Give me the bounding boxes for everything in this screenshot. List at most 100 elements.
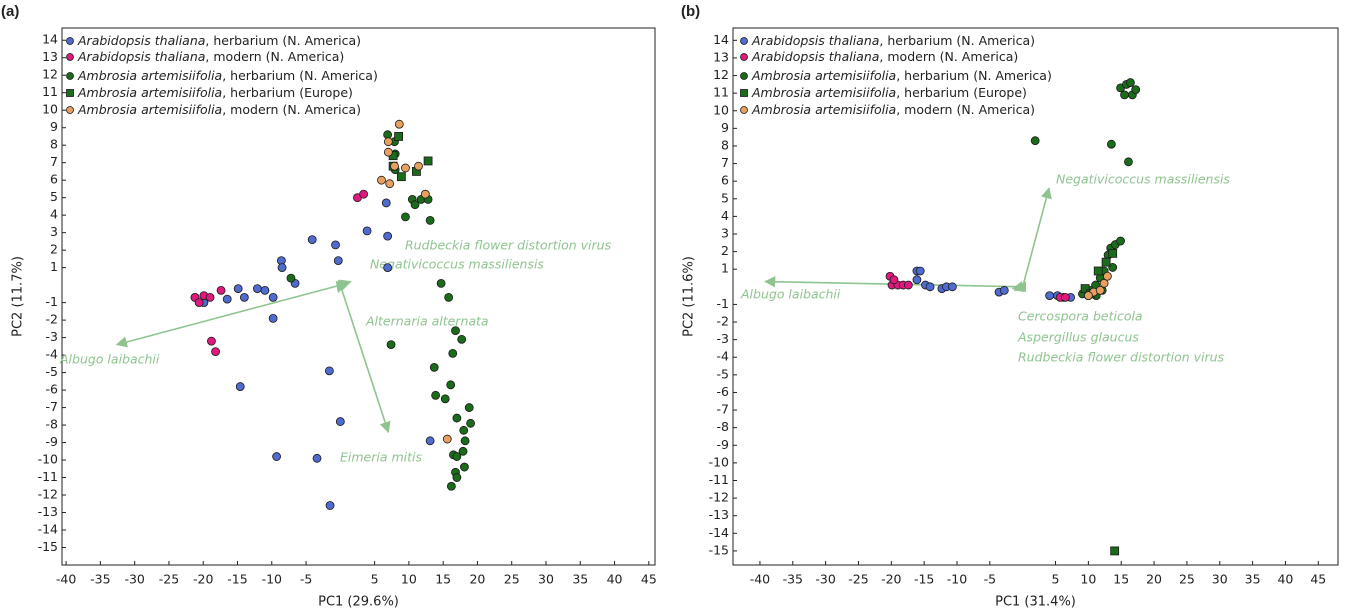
y-tick-label: -9	[46, 434, 59, 449]
point	[451, 326, 460, 336]
point	[385, 179, 395, 189]
y-tick-label: -10	[38, 452, 58, 467]
point	[425, 436, 435, 446]
y-tick-label: -5	[717, 366, 729, 381]
x-tick-label: 15	[1113, 572, 1129, 587]
x-tick-label: 25	[1179, 572, 1195, 587]
y-tick-label: 4	[721, 208, 729, 223]
x-tick-label: 20	[469, 572, 485, 587]
x-tick-label: -10	[947, 572, 967, 587]
point	[216, 285, 226, 295]
y-tick-label: -15	[38, 539, 58, 554]
point	[324, 366, 334, 376]
point	[1120, 90, 1129, 100]
legend-label: Arabidopsis thaliana, herbarium (N. Amer…	[751, 33, 1035, 48]
legend-label: Ambrosia artemisiifolia, modern (N. Amer…	[77, 102, 361, 117]
point	[286, 273, 296, 283]
y-tick-label: -14	[38, 522, 58, 537]
x-tick-label: -35	[783, 572, 803, 587]
legend-marker	[66, 89, 74, 97]
point	[312, 453, 322, 463]
y-tick-label: 6	[721, 173, 729, 188]
point	[277, 263, 287, 273]
y-tick-label: 1	[721, 261, 729, 276]
legend-marker	[66, 72, 74, 80]
y-tick-label: -14	[709, 525, 729, 540]
point	[1045, 291, 1055, 301]
x-tick-label: 40	[607, 572, 623, 587]
plot-frame	[61, 27, 656, 566]
point	[390, 161, 399, 171]
point	[1108, 263, 1118, 272]
x-tick-label: -20	[881, 572, 901, 587]
x-tick-label: 30	[538, 572, 554, 587]
point	[222, 294, 232, 304]
arrow-label: Negativicoccus massiliensis	[370, 257, 544, 272]
y-tick-label: 6	[50, 172, 58, 187]
y-tick-label: 14	[713, 32, 729, 47]
y-tick-label: 12	[713, 67, 729, 82]
legend-label: Ambrosia artemisiifolia, modern (N. Amer…	[751, 102, 1035, 117]
y-tick-label: -11	[38, 469, 58, 484]
y-tick-label: 1	[50, 259, 58, 274]
loading-arrow	[339, 284, 391, 434]
point	[401, 212, 410, 222]
point	[383, 231, 393, 241]
y-tick-label: -6	[717, 384, 730, 399]
x-tick-label: 35	[1245, 572, 1261, 587]
x-tick-label: -30	[815, 572, 835, 587]
point	[362, 226, 372, 236]
point	[1095, 285, 1105, 295]
point	[383, 137, 393, 147]
y-tick-label: -13	[709, 507, 729, 522]
arrow-label: Eimeria mitis	[340, 450, 423, 465]
point	[425, 216, 435, 225]
point	[394, 119, 404, 129]
point	[233, 284, 243, 294]
point	[335, 417, 345, 426]
point	[431, 390, 441, 400]
legend-marker	[740, 53, 748, 61]
arrow-label: Cercospora beticola	[1018, 309, 1143, 324]
y-tick-label: -8	[46, 417, 59, 432]
legend-label: Arabidopsis thaliana, modern (N. America…	[751, 49, 1018, 64]
y-tick-label: 13	[42, 49, 58, 64]
x-tick-label: 25	[504, 572, 520, 587]
y-tick-label: 11	[42, 84, 58, 99]
x-tick-label: -15	[914, 572, 934, 587]
point	[457, 334, 467, 344]
point	[205, 292, 215, 302]
legend-marker	[740, 37, 748, 45]
point	[239, 292, 249, 302]
y-axis-label: PC2 (11.7%)	[11, 256, 26, 337]
x-tick-label: 40	[1277, 572, 1293, 587]
y-axis-label: PC2 (11.6%)	[682, 256, 697, 337]
y-tick-label: -1	[46, 294, 58, 309]
point	[331, 240, 340, 250]
y-tick-label: -2	[46, 312, 58, 327]
y-tick-label: 14	[42, 32, 58, 47]
point	[429, 362, 439, 372]
point	[401, 163, 410, 173]
y-tick-label: -4	[717, 349, 730, 364]
point	[272, 452, 281, 461]
x-tick-label: -40	[56, 572, 76, 587]
x-tick-label: -40	[750, 572, 770, 587]
point	[1080, 284, 1090, 293]
point	[466, 418, 475, 428]
x-tick-label: 5	[1052, 572, 1060, 587]
y-tick-label: 2	[721, 243, 729, 258]
arrow-label: Rudbeckia flower distortion virus	[405, 238, 612, 253]
y-tick-label: 10	[713, 102, 729, 117]
y-tick-label: -12	[709, 490, 729, 505]
y-tick-label: 12	[42, 67, 58, 82]
point	[446, 481, 456, 491]
y-tick-label: -12	[38, 487, 58, 502]
x-tick-label: -25	[848, 572, 868, 587]
y-tick-label: -2	[717, 314, 729, 329]
legend-label: Ambrosia artemisiifolia, herbarium (N. A…	[77, 68, 378, 83]
loading-arrow	[115, 284, 341, 348]
y-tick-label: 3	[721, 225, 729, 240]
point	[1116, 236, 1125, 246]
